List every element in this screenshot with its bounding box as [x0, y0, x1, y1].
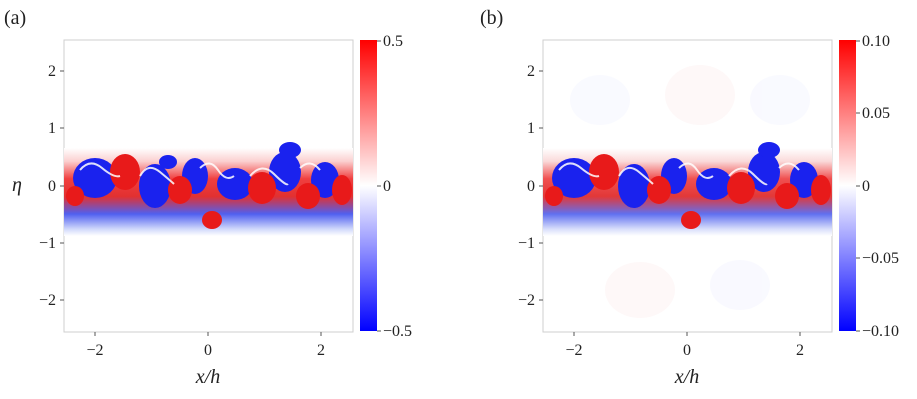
x-tick-label: 2 [796, 342, 804, 359]
y-tick-label: −2 [39, 292, 56, 309]
colorbar-tick-label: 0.10 [862, 33, 890, 50]
colorbar-tick-label: 0.05 [862, 105, 890, 122]
x-tick-label: 0 [683, 342, 691, 359]
colorbar-tick-label: −0.5 [383, 323, 412, 340]
y-axis-a: 2 1 0 −1 −2 η [12, 63, 64, 309]
colorbar-a: 0.5 0 −0.5 [360, 33, 412, 340]
vorticity-field-a [64, 142, 353, 236]
panel-a-label: (a) [4, 7, 26, 29]
y-tick-label: 2 [48, 63, 56, 80]
colorbar-b-gradient [839, 40, 856, 331]
panel-b: (b) [480, 7, 899, 388]
y-tick-label: 2 [527, 63, 535, 80]
panel-b-label: (b) [480, 7, 503, 29]
x-tick-label: −2 [86, 342, 103, 359]
y-tick-label: −2 [518, 292, 535, 309]
x-tick-label: 2 [317, 342, 325, 359]
x-axis-a: −2 0 2 x/h [86, 332, 325, 388]
colorbar-a-gradient [360, 40, 377, 331]
y-axis-label-a: η [12, 174, 22, 196]
y-tick-label: 1 [48, 120, 56, 137]
y-tick-label: −1 [39, 235, 56, 252]
x-tick-label: 0 [204, 342, 212, 359]
y-tick-label: 0 [48, 178, 56, 195]
vorticity-field-b [543, 65, 832, 318]
x-axis-label-b: x/h [674, 366, 699, 388]
y-tick-label: 1 [527, 120, 535, 137]
colorbar-b: 0.10 0.05 0 −0.05 −0.10 [839, 33, 899, 340]
panel-a: (a) [4, 7, 412, 388]
colorbar-tick-label: 0 [862, 178, 870, 195]
x-axis-b: −2 0 2 x/h [565, 332, 804, 388]
x-tick-label: −2 [565, 342, 582, 359]
y-tick-label: −1 [518, 235, 535, 252]
y-tick-label: 0 [527, 178, 535, 195]
colorbar-tick-label: −0.05 [862, 250, 899, 267]
colorbar-tick-label: 0.5 [383, 33, 403, 50]
y-axis-b: 2 1 0 −1 −2 [518, 63, 543, 309]
colorbar-tick-label: −0.10 [862, 323, 899, 340]
colorbar-tick-label: 0 [383, 178, 391, 195]
x-axis-label-a: x/h [195, 366, 220, 388]
